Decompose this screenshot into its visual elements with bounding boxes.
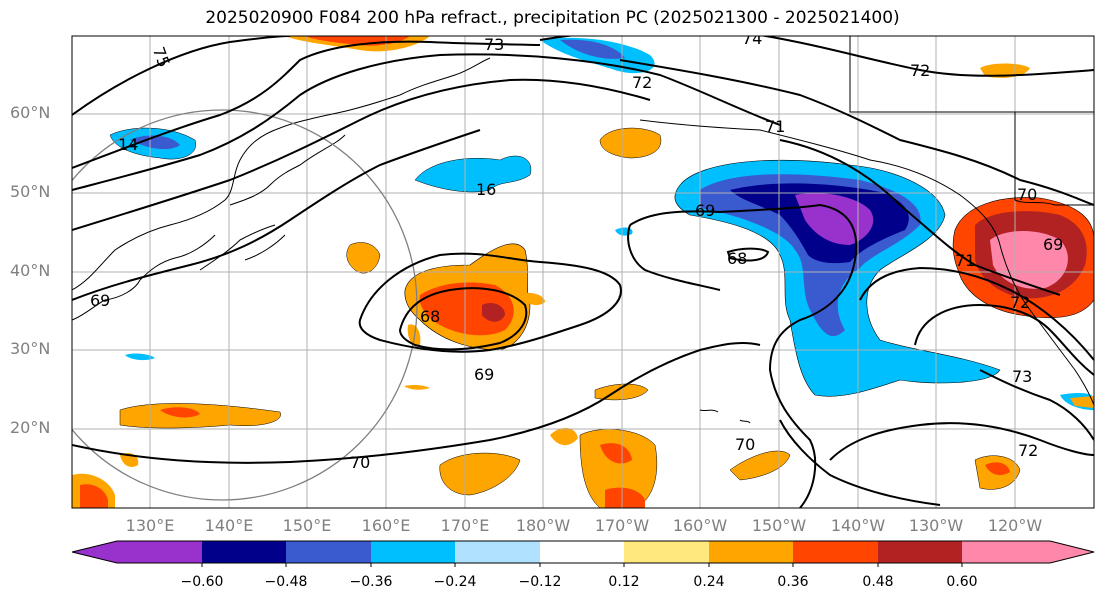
lon-label: 150°W [751,516,807,535]
colorbar-tick-label: −0.48 [264,574,308,590]
lat-label: 30°N [10,339,51,358]
pos-anomaly-region [600,443,632,464]
neg-anomaly-region [560,39,625,59]
contour-labels: 75 73 74 72 72 71 14 16 69 68 69 70 71 7… [90,29,1063,472]
contour-label: 69 [1043,235,1063,254]
pos-anomaly-region [346,242,381,274]
contour-label: 70 [735,435,755,454]
pos-anomaly-region [599,127,662,159]
contour-label: 70 [350,453,370,472]
pos-anomaly-region [605,487,645,508]
lon-label: 140°W [830,516,886,535]
map-frame [71,35,1095,509]
pos-anomaly-region [80,484,108,508]
contour-label: 68 [727,249,747,268]
colorbar-segment [202,541,286,563]
colorbar-segment [455,541,540,563]
contour-label: 16 [476,180,496,199]
colorbar-tick-label: 0.60 [946,574,978,590]
lon-label: 130°W [908,516,964,535]
colorbar-segment [117,541,202,563]
colorbar-tick-label: −0.12 [518,574,562,590]
lon-label: 130°E [125,516,175,535]
colorbar-tick-label: −0.36 [349,574,393,590]
contour-label: 73 [1012,367,1032,386]
colorbar-outline [71,540,1095,564]
lon-label: 150°E [282,516,332,535]
contour-label: 14 [118,135,138,154]
pos-anomaly-region [482,303,505,322]
colorbar-segment [624,541,709,563]
map-plot-area: 75 73 74 72 72 71 14 16 69 68 69 70 71 7… [72,29,1094,508]
colorbar-tick-label: 0.36 [777,574,809,590]
colorbar-segment [540,541,624,563]
contour-label: 72 [632,73,652,92]
pos-anomaly-region [985,462,1010,476]
pos-anomaly-region [404,384,430,390]
colorbar-segment [962,541,1050,563]
pos-anomaly-region [1070,396,1094,408]
colorbar-extend-right [1050,541,1094,563]
contour-label: 73 [484,35,504,54]
pos-anomaly-region [729,450,791,481]
contour-label: 72 [1018,441,1038,460]
neg-anomaly-region [130,135,180,150]
lat-label: 40°N [10,261,51,280]
colorbar-segment [793,541,878,563]
lat-label: 50°N [10,182,51,201]
lon-label: 120°W [987,516,1043,535]
pos-anomaly-region [160,407,200,418]
neg-anomaly-region [414,155,532,193]
colorbar-tick-label: 0.48 [862,574,894,590]
colorbar-segment [878,541,962,563]
contour-label: 69 [474,365,494,384]
map-title: 2025020900 F084 200 hPa refract., precip… [205,8,900,28]
contour-label: 69 [695,201,715,220]
contour-label: 71 [765,117,785,136]
colorbar-tick-label: −0.24 [433,574,477,590]
pos-anomaly-region [439,452,521,496]
colorbar-tick-label: −0.60 [180,574,224,590]
colorbar-segment [286,541,371,563]
lon-label: 170°E [440,516,490,535]
lon-label: 160°E [361,516,411,535]
lat-label: 20°N [10,418,51,437]
contour-label: 72 [910,61,930,80]
lon-label: 170°W [594,516,650,535]
graticule [72,36,1094,508]
contour-label: 71 [955,251,975,270]
reference-circle [72,109,418,501]
contour-label: 70 [1017,185,1037,204]
refractivity-contours [72,36,1094,508]
pos-anomaly-region [579,429,658,508]
colorbar-extend-left [72,541,117,563]
colorbar-segment [709,541,793,563]
colorbar-tick-label: 0.24 [693,574,725,590]
colorbar-segment [371,541,455,563]
pos-anomaly-region [550,427,578,446]
pos-anomaly-region [520,292,545,306]
colorbar [71,540,1095,567]
lon-label: 140°E [204,516,254,535]
contour-label: 69 [90,291,110,310]
contour-label: 68 [420,307,440,326]
pos-anomaly-region [119,403,281,429]
lon-label: 160°W [672,516,728,535]
colorbar-tick-label: 0.12 [608,574,640,590]
lon-label: 180°W [515,516,571,535]
pos-anomaly-region [419,282,514,336]
neg-anomaly-region [125,353,155,361]
contour-label: 74 [742,29,762,48]
contour-label: 72 [1010,293,1030,312]
lat-label: 60°N [10,103,51,122]
